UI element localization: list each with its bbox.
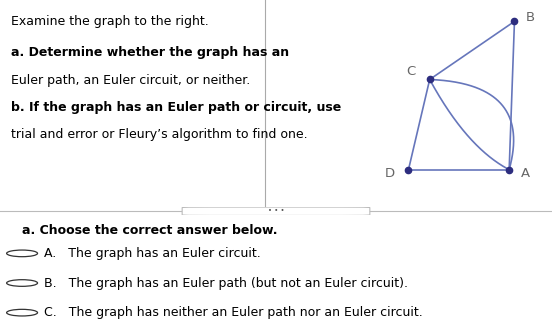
Text: • • •: • • • xyxy=(268,208,284,214)
Text: trial and error or Fleury’s algorithm to find one.: trial and error or Fleury’s algorithm to… xyxy=(11,128,307,141)
Text: B.   The graph has an Euler path (but not an Euler circuit).: B. The graph has an Euler path (but not … xyxy=(44,277,408,290)
Circle shape xyxy=(7,250,38,257)
Text: C: C xyxy=(406,65,416,78)
Circle shape xyxy=(7,309,38,316)
FancyBboxPatch shape xyxy=(182,207,370,215)
Text: b. If the graph has an Euler path or circuit, use: b. If the graph has an Euler path or cir… xyxy=(11,101,341,114)
Circle shape xyxy=(7,280,38,286)
Text: a. Choose the correct answer below.: a. Choose the correct answer below. xyxy=(22,224,278,237)
Text: B: B xyxy=(526,11,535,24)
Text: A.   The graph has an Euler circuit.: A. The graph has an Euler circuit. xyxy=(44,247,261,260)
Text: a. Determine whether the graph has an: a. Determine whether the graph has an xyxy=(11,46,289,59)
Text: D: D xyxy=(385,167,395,180)
Text: Euler path, an Euler circuit, or neither.: Euler path, an Euler circuit, or neither… xyxy=(11,73,250,87)
Text: C.   The graph has neither an Euler path nor an Euler circuit.: C. The graph has neither an Euler path n… xyxy=(44,306,423,319)
Text: Examine the graph to the right.: Examine the graph to the right. xyxy=(11,15,209,28)
Text: A: A xyxy=(521,167,529,180)
